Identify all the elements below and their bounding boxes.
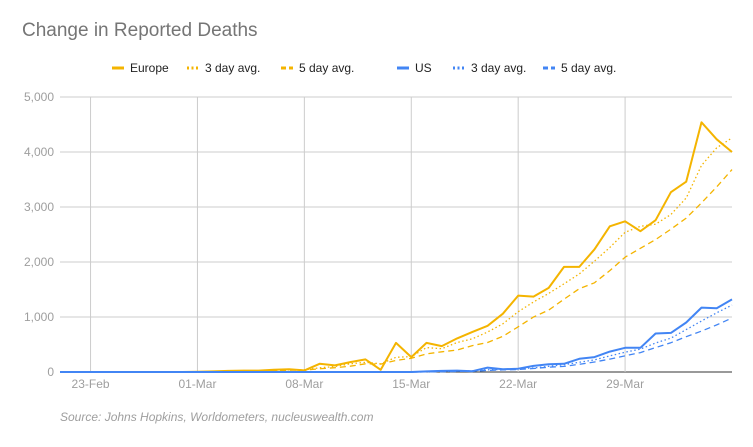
legend-label: US xyxy=(415,61,432,75)
series-line-3-day-avg-4 xyxy=(60,304,733,373)
x-tick-label: 01-Mar xyxy=(178,377,216,391)
x-axis: 23-Feb 01-Mar 08-Mar 15-Mar 22-Mar 29-Mar xyxy=(72,377,645,391)
series-line-3-day-avg-1 xyxy=(60,137,733,373)
y-tick-label: 0 xyxy=(47,365,54,379)
legend-label: Europe xyxy=(130,61,169,75)
y-tick-label: 5,000 xyxy=(24,90,54,104)
x-tick-label: 08-Mar xyxy=(285,377,323,391)
legend-label: 5 day avg. xyxy=(299,61,354,75)
x-tick-label: 23-Feb xyxy=(72,377,110,391)
x-tick-label: 22-Mar xyxy=(499,377,537,391)
source-note: Source: Johns Hopkins, Worldometers, nuc… xyxy=(60,410,374,424)
series-line-5-day-avg-2 xyxy=(60,169,733,373)
y-tick-label: 4,000 xyxy=(24,145,54,159)
series-line-5-day-avg-5 xyxy=(60,317,733,373)
legend-label: 3 day avg. xyxy=(205,61,260,75)
grid-lines xyxy=(60,96,732,373)
legend-label: 3 day avg. xyxy=(471,61,526,75)
x-tick-label: 15-Mar xyxy=(392,377,430,391)
legend: Europe 3 day avg. 5 day avg. US 3 day avg. 5 … xyxy=(112,61,616,75)
series-line-europe-0 xyxy=(60,121,733,373)
y-tick-label: 3,000 xyxy=(24,200,54,214)
legend-label: 5 day avg. xyxy=(561,61,616,75)
y-axis: 0 1,000 2,000 3,000 4,000 5,000 xyxy=(24,90,54,379)
chart-title: Change in Reported Deaths xyxy=(22,20,258,41)
y-tick-label: 2,000 xyxy=(24,255,54,269)
y-tick-label: 1,000 xyxy=(24,310,54,324)
series-lines xyxy=(60,121,733,373)
series-line-us-3 xyxy=(60,298,733,373)
x-tick-label: 29-Mar xyxy=(606,377,644,391)
